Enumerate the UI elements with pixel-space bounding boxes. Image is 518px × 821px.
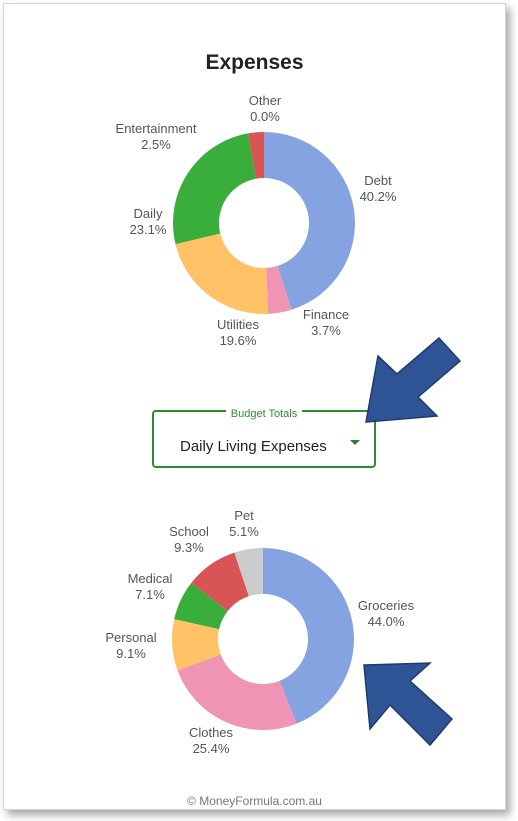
label-clothes: Clothes	[189, 725, 234, 740]
slice-school	[191, 552, 249, 612]
slice-finance	[266, 265, 292, 314]
value-label-daily: 23.1%	[130, 222, 167, 237]
value-label-personal: 9.1%	[116, 646, 146, 661]
label-medical: Medical	[128, 571, 173, 586]
footer-copyright: © MoneyFormula.com.au	[187, 794, 322, 808]
label-other: Other	[249, 93, 282, 108]
slice-debt	[264, 132, 355, 310]
budget-totals-select[interactable]: Budget Totals Daily Living Expenses	[152, 408, 376, 468]
label-school: School	[169, 524, 209, 539]
value-label-school: 9.3%	[174, 540, 204, 555]
value-label-utilities: 19.6%	[220, 333, 257, 348]
label-debt: Debt	[364, 173, 392, 188]
label-finance: Finance	[303, 307, 349, 322]
value-label-medical: 7.1%	[135, 587, 165, 602]
slice-utilities	[175, 233, 269, 314]
slice-entertainment	[248, 132, 264, 179]
slice-daily	[173, 133, 257, 245]
label-groceries: Groceries	[358, 598, 415, 613]
arrow-pointing-chart-icon	[363, 662, 454, 747]
slice-clothes	[177, 654, 297, 730]
report-panel: Expenses Debt 40.2% Finance 3.7% Utilities 19…	[3, 3, 506, 810]
value-label-debt: 40.2%	[360, 189, 397, 204]
label-personal: Personal	[105, 630, 156, 645]
value-label-clothes: 25.4%	[193, 741, 230, 756]
arrow-pointing-dropdown-icon	[365, 336, 462, 423]
budget-totals-legend: Budget Totals	[154, 404, 374, 422]
label-daily: Daily	[134, 206, 163, 221]
slice-pet	[234, 548, 263, 597]
expenses-donut-chart: Debt40.2%Finance3.7%Utilities19.6%Daily2…	[105, 93, 415, 756]
label-utilities: Utilities	[217, 317, 259, 332]
dropdown-caret-icon[interactable]	[350, 440, 360, 445]
label-entertainment: Entertainment	[116, 121, 197, 136]
value-label-groceries: 44.0%	[368, 614, 405, 629]
value-label-other: 0.0%	[250, 109, 280, 124]
budget-totals-value: Daily Living Expenses	[180, 438, 327, 455]
slice-medical	[174, 582, 228, 630]
slice-groceries	[263, 548, 355, 724]
value-label-entertainment: 2.5%	[141, 137, 171, 152]
slice-personal	[172, 619, 221, 671]
label-pet: Pet	[234, 508, 254, 523]
expenses-chart-title: Expenses	[205, 51, 304, 74]
value-label-finance: 3.7%	[311, 323, 341, 338]
value-label-pet: 5.1%	[229, 524, 259, 539]
